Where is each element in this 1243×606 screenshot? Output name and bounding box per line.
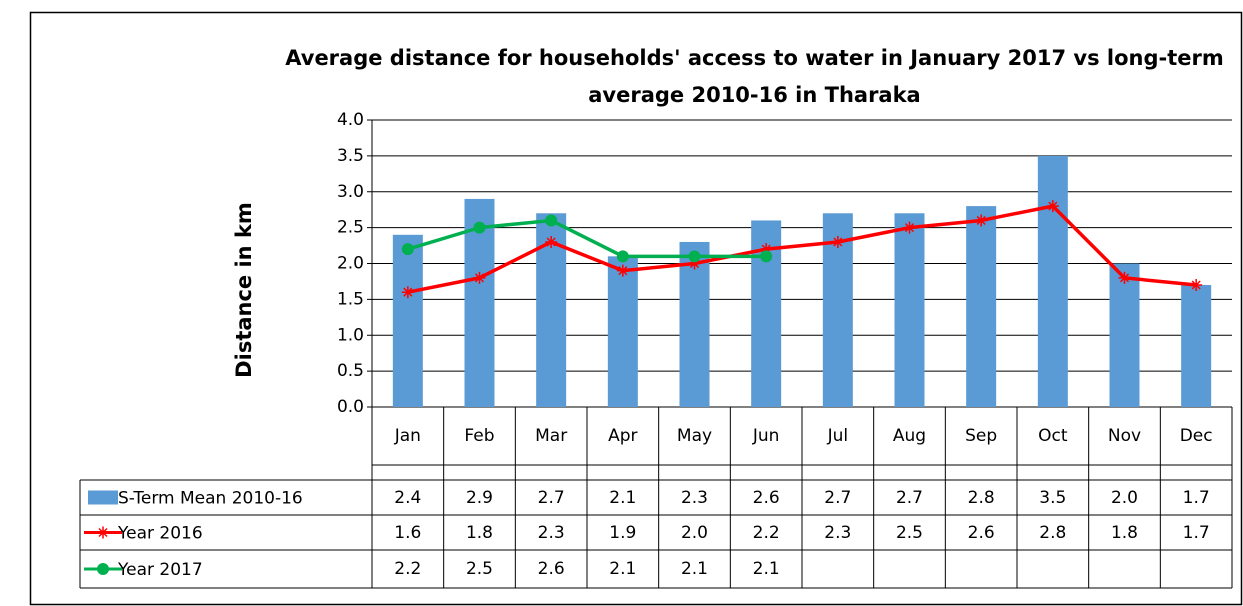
table-value: 2.8 [1039, 522, 1067, 543]
legend-key [97, 563, 109, 575]
table-value: 2.4 [394, 487, 422, 508]
category-label: Oct [1038, 426, 1068, 446]
marker [401, 243, 414, 256]
table-value: 1.8 [465, 522, 493, 543]
category-label: Jan [394, 426, 421, 446]
y-tick-label: 1.0 [337, 325, 364, 345]
y-tick-label: 0.0 [337, 397, 364, 417]
table-value: 3.5 [1039, 487, 1067, 508]
bar [607, 256, 638, 407]
table-value: 2.0 [680, 522, 708, 543]
bar [1109, 263, 1140, 407]
table-value: 2.2 [394, 559, 422, 579]
table-value: 2.6 [537, 559, 565, 579]
category-label: Jul [827, 426, 849, 446]
category-label: May [676, 426, 713, 446]
table-value: 2.1 [752, 559, 780, 579]
y-axis-label: Distance in km [232, 202, 256, 378]
table-value: 2.2 [752, 522, 780, 543]
category-label: Sep [965, 426, 998, 446]
table-value: 2.0 [1110, 487, 1138, 508]
category-label: Aug [892, 426, 927, 446]
marker [903, 221, 916, 234]
y-tick-label: 2.0 [337, 254, 364, 274]
table-value: 2.8 [967, 487, 995, 508]
category-label: Feb [464, 426, 495, 446]
bar [392, 234, 423, 407]
y-tick-label: 1.5 [337, 289, 364, 309]
y-tick-label: 3.0 [337, 182, 364, 202]
table-value: 1.7 [1182, 522, 1210, 543]
table-value: 2.7 [895, 487, 923, 508]
table-value: 2.5 [895, 522, 923, 543]
marker [760, 243, 773, 256]
marker [688, 250, 701, 263]
line [407, 218, 767, 259]
marker [831, 235, 844, 248]
table-value: 2.3 [680, 487, 708, 508]
bar [966, 206, 997, 407]
legend-label: S-Term Mean 2010-16 [118, 489, 303, 509]
y-tick-label: 2.5 [337, 218, 364, 238]
line [407, 204, 1197, 294]
category-label: Jun [752, 426, 780, 446]
table-value: 1.9 [609, 522, 637, 543]
legend-key [88, 490, 118, 505]
chart-title: Average distance for households' access … [285, 46, 1224, 107]
frame [29, 11, 1243, 606]
table-value: 2.1 [680, 559, 708, 579]
bar [1181, 285, 1212, 407]
table-value: 2.9 [465, 487, 493, 508]
marker [401, 286, 414, 299]
marker [616, 250, 629, 263]
table-value: 1.6 [394, 522, 422, 543]
y-tick-label: 0.5 [337, 361, 364, 381]
legend-label: Year 2017 [117, 560, 203, 580]
y-tick-label: 4.0 [337, 110, 364, 130]
legend-key [97, 526, 109, 539]
marker [616, 264, 629, 277]
category-label: Apr [608, 426, 638, 446]
y-tick-label: 3.5 [337, 146, 364, 166]
table-value: 2.7 [537, 487, 565, 508]
marker [545, 235, 558, 248]
table-value: 2.6 [752, 487, 780, 508]
table-value: 2.1 [609, 487, 637, 508]
bar [1037, 155, 1068, 407]
table-value: 2.3 [537, 522, 565, 543]
marker [975, 214, 988, 227]
marker [473, 271, 486, 284]
table-value: 2.5 [465, 559, 493, 579]
marker [1118, 271, 1131, 284]
legend-label: Year 2016 [117, 524, 203, 544]
category-label: Mar [535, 426, 568, 446]
category-label: Nov [1107, 426, 1142, 446]
marker [545, 214, 558, 227]
bar [894, 213, 925, 407]
marker [1046, 200, 1059, 213]
table-value: 1.7 [1182, 487, 1210, 508]
marker [473, 221, 486, 234]
table-value: 2.6 [967, 522, 995, 543]
marker [1190, 279, 1203, 292]
table-value: 2.7 [824, 487, 852, 508]
table-value: 2.3 [824, 522, 852, 543]
table-value: 2.1 [609, 559, 637, 579]
table-value: 1.8 [1110, 522, 1138, 543]
marker [688, 257, 701, 270]
marker [760, 250, 773, 263]
category-label: Dec [1179, 426, 1213, 446]
